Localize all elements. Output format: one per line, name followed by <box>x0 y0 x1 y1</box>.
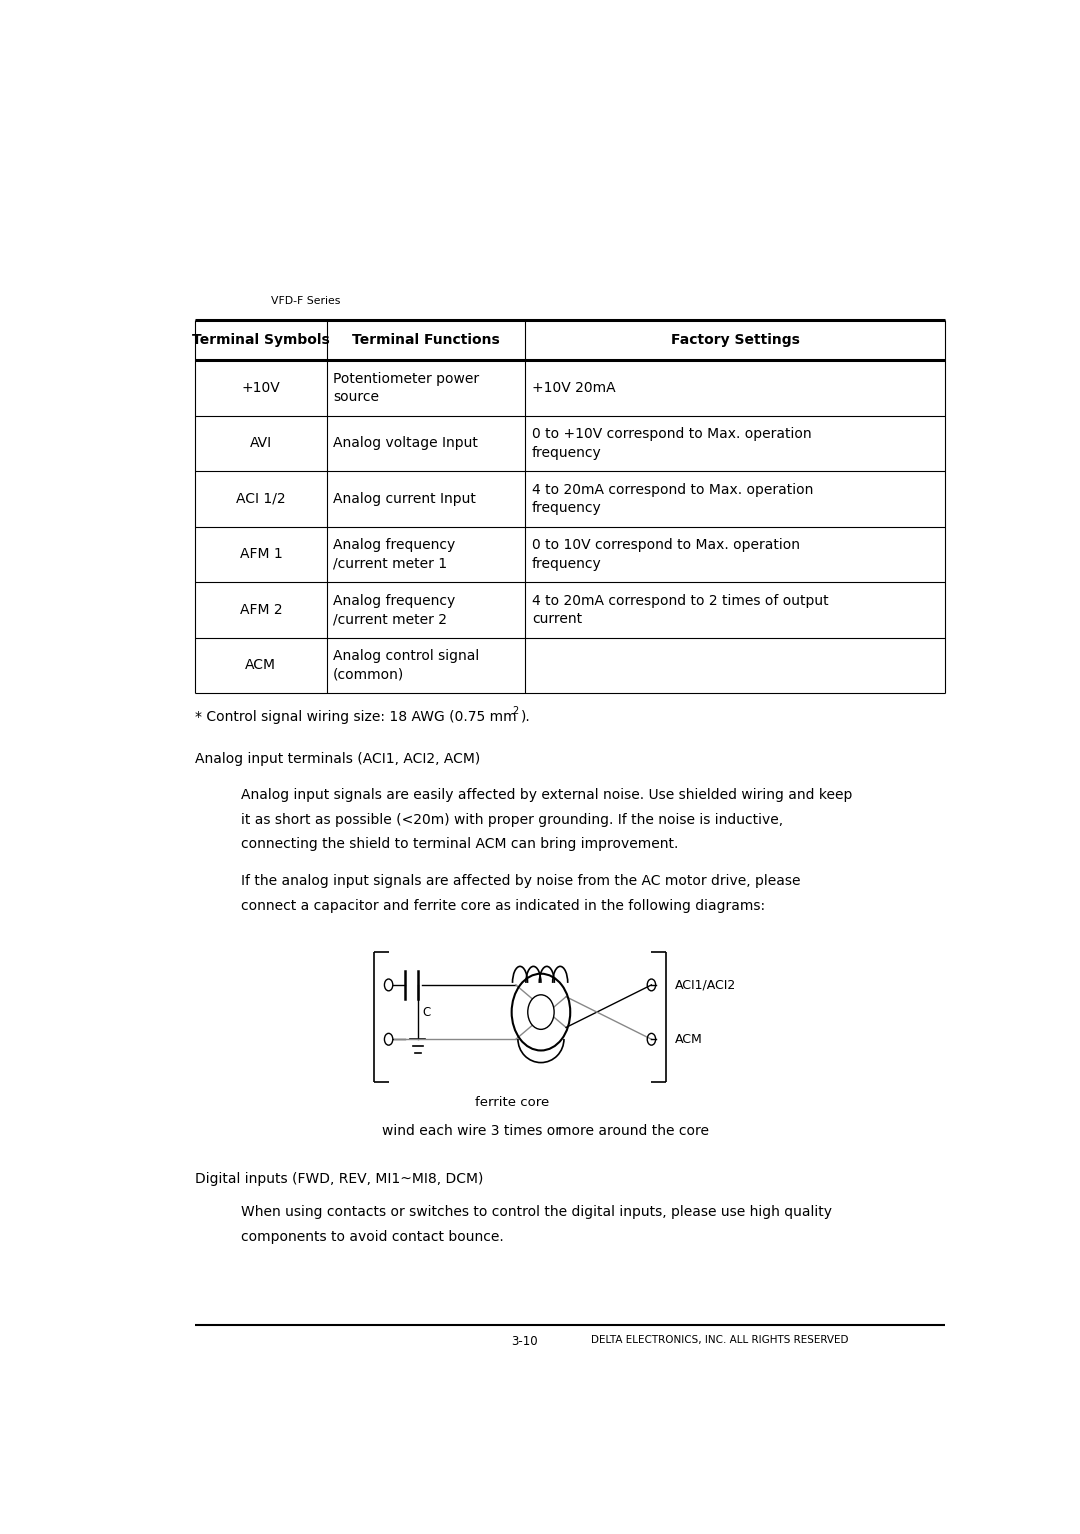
Text: If the analog input signals are affected by noise from the AC motor drive, pleas: If the analog input signals are affected… <box>241 874 800 888</box>
Text: When using contacts or switches to control the digital inputs, please use high q: When using contacts or switches to contr… <box>241 1204 833 1218</box>
Text: 2: 2 <box>513 706 518 716</box>
Text: C: C <box>422 1006 430 1019</box>
Text: ACM: ACM <box>245 658 276 672</box>
Text: ACI1/ACI2: ACI1/ACI2 <box>675 979 737 991</box>
Text: +10V: +10V <box>242 380 280 394</box>
Text: components to avoid contact bounce.: components to avoid contact bounce. <box>241 1230 504 1244</box>
Text: Terminal Symbols: Terminal Symbols <box>192 333 329 347</box>
Text: 0 to +10V correspond to Max. operation
frequency: 0 to +10V correspond to Max. operation f… <box>532 426 811 460</box>
Ellipse shape <box>528 996 554 1029</box>
Text: Analog frequency
/current meter 1: Analog frequency /current meter 1 <box>334 538 456 571</box>
Text: ferrite core: ferrite core <box>474 1095 549 1109</box>
Text: ACM: ACM <box>675 1032 703 1046</box>
Text: Analog current Input: Analog current Input <box>334 492 476 506</box>
Text: 3-10: 3-10 <box>511 1335 538 1347</box>
Text: Terminal Functions: Terminal Functions <box>352 333 500 347</box>
Text: 0 to 10V correspond to Max. operation
frequency: 0 to 10V correspond to Max. operation fr… <box>532 538 800 571</box>
Text: Potentiometer power
source: Potentiometer power source <box>334 371 480 403</box>
Text: VFD-F Series: VFD-F Series <box>271 296 340 305</box>
Text: AVI: AVI <box>249 436 272 451</box>
Text: * Control signal wiring size: 18 AWG (0.75 mm: * Control signal wiring size: 18 AWG (0.… <box>195 710 517 724</box>
Text: +10V 20mA: +10V 20mA <box>532 380 616 394</box>
Text: wind each wire 3 times or: wind each wire 3 times or <box>382 1124 561 1138</box>
Text: it as short as possible (<20m) with proper grounding. If the noise is inductive,: it as short as possible (<20m) with prop… <box>241 813 783 827</box>
Text: DELTA ELECTRONICS, INC. ALL RIGHTS RESERVED: DELTA ELECTRONICS, INC. ALL RIGHTS RESER… <box>591 1335 849 1344</box>
Text: connect a capacitor and ferrite core as indicated in the following diagrams:: connect a capacitor and ferrite core as … <box>241 899 766 913</box>
Text: AFM 2: AFM 2 <box>240 603 282 617</box>
Text: more around the core: more around the core <box>557 1124 708 1138</box>
Text: 4 to 20mA correspond to 2 times of output
current: 4 to 20mA correspond to 2 times of outpu… <box>532 594 828 626</box>
Text: 4 to 20mA correspond to Max. operation
frequency: 4 to 20mA correspond to Max. operation f… <box>532 483 813 515</box>
Text: Analog frequency
/current meter 2: Analog frequency /current meter 2 <box>334 594 456 626</box>
Text: AFM 1: AFM 1 <box>240 548 282 561</box>
Text: ).: ). <box>521 710 530 724</box>
Text: Analog input signals are easily affected by external noise. Use shielded wiring : Analog input signals are easily affected… <box>241 788 853 802</box>
Text: connecting the shield to terminal ACM can bring improvement.: connecting the shield to terminal ACM ca… <box>241 838 678 851</box>
Text: Analog control signal
(common): Analog control signal (common) <box>334 649 480 681</box>
Text: ACI 1/2: ACI 1/2 <box>237 492 286 506</box>
Text: Digital inputs (FWD, REV, MI1~MI8, DCM): Digital inputs (FWD, REV, MI1~MI8, DCM) <box>195 1172 484 1186</box>
Text: Analog input terminals (ACI1, ACI2, ACM): Analog input terminals (ACI1, ACI2, ACM) <box>195 752 481 767</box>
Text: Factory Settings: Factory Settings <box>671 333 799 347</box>
Text: Analog voltage Input: Analog voltage Input <box>334 436 478 451</box>
